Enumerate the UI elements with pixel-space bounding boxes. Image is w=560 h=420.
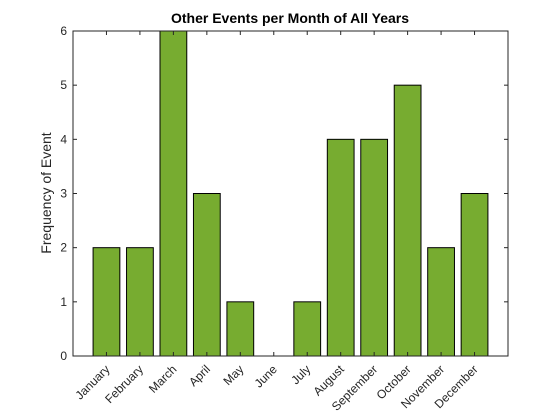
bar-april xyxy=(192,193,221,357)
y-tick-label: 3 xyxy=(60,187,67,201)
y-tick-label: 5 xyxy=(60,78,67,92)
bar-march xyxy=(159,30,188,357)
x-tick-label-june: June xyxy=(252,362,281,391)
bar-august xyxy=(326,138,355,357)
y-tick-label: 4 xyxy=(60,132,67,146)
y-tick-label: 2 xyxy=(60,241,67,255)
bar-october xyxy=(393,84,422,357)
x-tick-label-july: July xyxy=(288,362,313,387)
bar-september xyxy=(360,138,389,357)
bar-february xyxy=(126,247,154,357)
x-tick-label-march: March xyxy=(146,362,179,395)
bar-july xyxy=(293,301,322,357)
bars-group xyxy=(92,30,489,357)
y-tick-label: 6 xyxy=(60,24,67,38)
chart-title: Other Events per Month of All Years xyxy=(171,10,409,26)
bar-may xyxy=(226,301,255,357)
y-axis-label: Frequency of Event xyxy=(38,132,54,254)
bar-december xyxy=(460,193,489,357)
bar-november xyxy=(427,247,455,357)
bar-january xyxy=(92,247,121,357)
y-tick-label: 0 xyxy=(60,349,67,363)
x-tick-label-may: May xyxy=(220,362,246,388)
y-axis-ticks: 0 1 2 3 4 5 6 xyxy=(60,24,508,363)
x-tick-label-april: April xyxy=(186,362,213,389)
y-tick-label: 1 xyxy=(60,295,67,309)
